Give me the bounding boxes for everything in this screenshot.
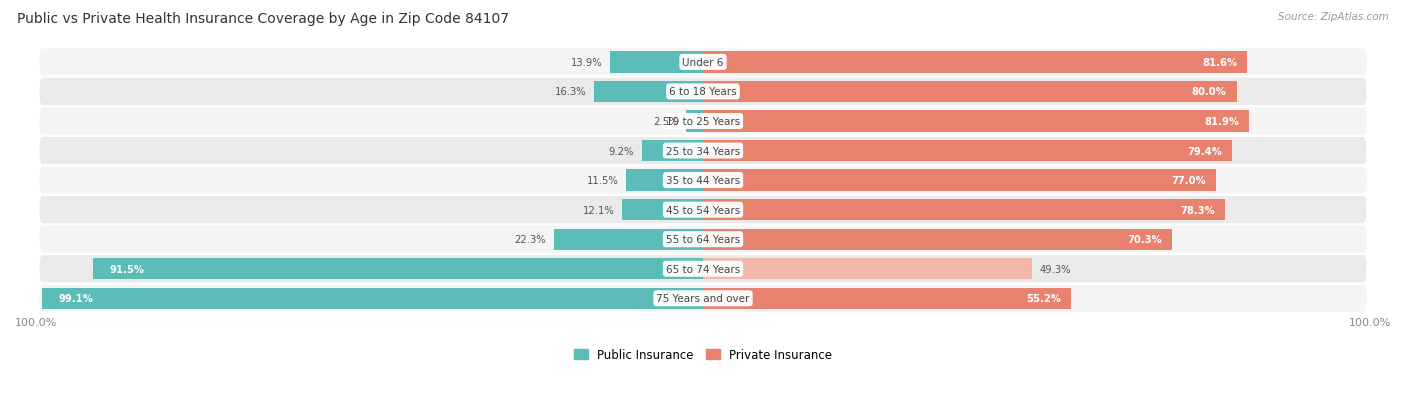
Text: 70.3%: 70.3% <box>1128 235 1161 244</box>
Text: 99.1%: 99.1% <box>59 294 94 304</box>
Bar <box>595 82 703 103</box>
FancyBboxPatch shape <box>39 285 1367 312</box>
Bar <box>703 82 1236 103</box>
Bar <box>703 288 1071 309</box>
Bar <box>703 229 1171 250</box>
Bar <box>626 170 703 191</box>
Text: 13.9%: 13.9% <box>571 58 602 68</box>
FancyBboxPatch shape <box>39 138 1367 165</box>
FancyBboxPatch shape <box>39 167 1367 194</box>
Text: 2.5%: 2.5% <box>652 117 678 127</box>
Text: 22.3%: 22.3% <box>515 235 547 244</box>
FancyBboxPatch shape <box>39 197 1367 224</box>
Text: 11.5%: 11.5% <box>586 176 619 186</box>
Text: 55.2%: 55.2% <box>1026 294 1062 304</box>
Text: 6 to 18 Years: 6 to 18 Years <box>669 87 737 97</box>
FancyBboxPatch shape <box>39 226 1367 253</box>
Bar <box>623 199 703 221</box>
Text: 35 to 44 Years: 35 to 44 Years <box>666 176 740 186</box>
Bar <box>641 140 703 162</box>
FancyBboxPatch shape <box>39 108 1367 135</box>
Bar <box>703 259 1032 280</box>
Bar <box>686 111 703 132</box>
Text: 81.6%: 81.6% <box>1202 58 1237 68</box>
FancyBboxPatch shape <box>39 78 1367 106</box>
Bar <box>703 170 1216 191</box>
Text: 75 Years and over: 75 Years and over <box>657 294 749 304</box>
Text: 79.4%: 79.4% <box>1188 146 1222 156</box>
Text: Public vs Private Health Insurance Coverage by Age in Zip Code 84107: Public vs Private Health Insurance Cover… <box>17 12 509 26</box>
Bar <box>703 52 1247 74</box>
Bar <box>703 199 1225 221</box>
Text: 81.9%: 81.9% <box>1204 117 1239 127</box>
Bar <box>42 288 703 309</box>
Text: 49.3%: 49.3% <box>1040 264 1071 274</box>
Bar <box>703 140 1233 162</box>
Bar <box>554 229 703 250</box>
Legend: Public Insurance, Private Insurance: Public Insurance, Private Insurance <box>569 343 837 366</box>
Bar <box>703 111 1249 132</box>
Text: 77.0%: 77.0% <box>1171 176 1206 186</box>
Text: 65 to 74 Years: 65 to 74 Years <box>666 264 740 274</box>
Text: Source: ZipAtlas.com: Source: ZipAtlas.com <box>1278 12 1389 22</box>
Text: 91.5%: 91.5% <box>110 264 145 274</box>
Text: 12.1%: 12.1% <box>582 205 614 215</box>
Bar <box>93 259 703 280</box>
Text: Under 6: Under 6 <box>682 58 724 68</box>
Text: 19 to 25 Years: 19 to 25 Years <box>666 117 740 127</box>
Text: 45 to 54 Years: 45 to 54 Years <box>666 205 740 215</box>
Bar <box>610 52 703 74</box>
Text: 78.3%: 78.3% <box>1181 205 1215 215</box>
FancyBboxPatch shape <box>39 49 1367 76</box>
Text: 9.2%: 9.2% <box>609 146 634 156</box>
Text: 80.0%: 80.0% <box>1192 87 1226 97</box>
FancyBboxPatch shape <box>39 256 1367 282</box>
Text: 25 to 34 Years: 25 to 34 Years <box>666 146 740 156</box>
Text: 16.3%: 16.3% <box>555 87 586 97</box>
Text: 55 to 64 Years: 55 to 64 Years <box>666 235 740 244</box>
